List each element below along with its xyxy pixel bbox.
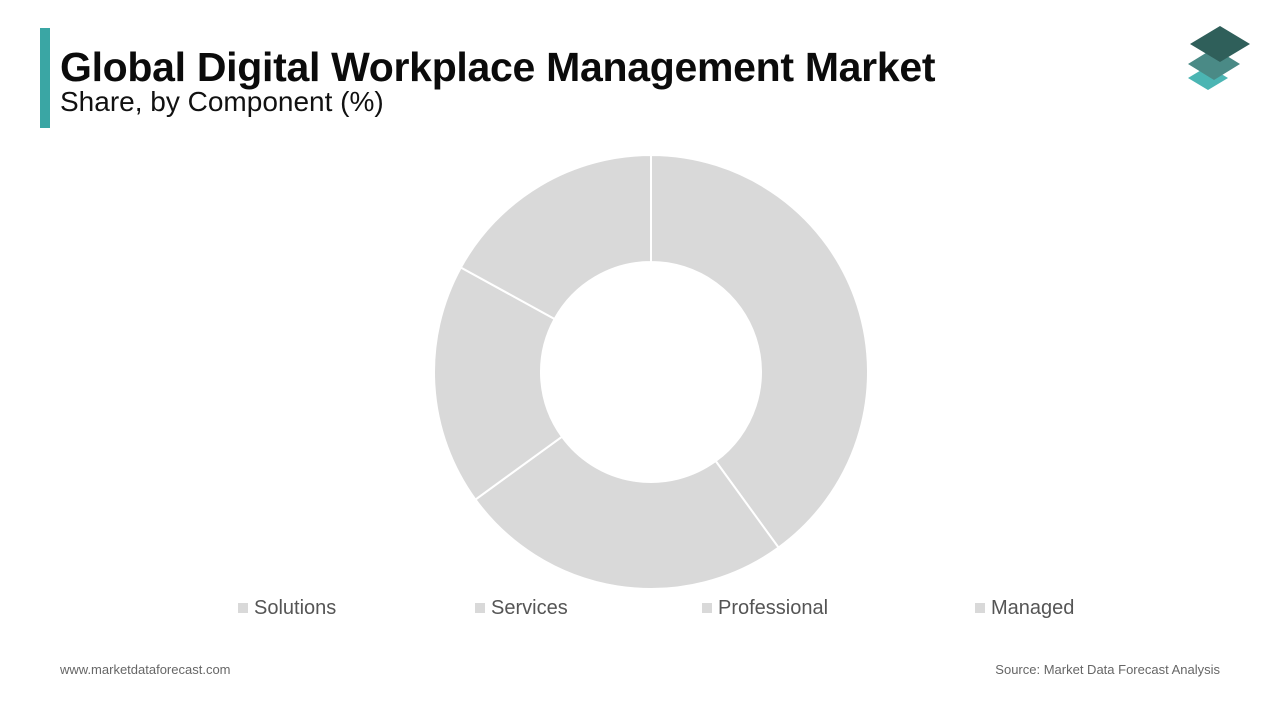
legend-item-solutions: Solutions xyxy=(238,594,336,622)
chart-title: Global Digital Workplace Management Mark… xyxy=(60,44,936,90)
footer-source: Source: Market Data Forecast Analysis xyxy=(995,662,1220,677)
legend-label: Managed xyxy=(991,596,1075,619)
legend-swatch xyxy=(975,603,985,613)
logo-layer-top xyxy=(1190,26,1250,62)
donut-slice-2 xyxy=(474,435,780,590)
legend-swatch xyxy=(238,603,248,613)
legend-item-professional: Professional xyxy=(702,594,828,622)
donut-slice-4 xyxy=(459,153,652,321)
legend-label: Professional xyxy=(718,596,829,619)
title-accent-bar xyxy=(40,28,50,128)
chart-subtitle: Share, by Component (%) xyxy=(60,86,384,117)
donut-slice-1 xyxy=(650,153,869,549)
donut-slice-3 xyxy=(433,266,564,501)
legend-swatch xyxy=(702,603,712,613)
chart-legend: Solutions Services Professional Managed xyxy=(0,594,1280,622)
legend-item-services: Services xyxy=(475,594,568,622)
stacked-layers-icon xyxy=(1188,26,1250,90)
legend-label: Solutions xyxy=(254,596,337,619)
legend-label: Services xyxy=(491,596,568,619)
footer-website: www.marketdataforecast.com xyxy=(60,662,231,677)
legend-item-managed: Managed xyxy=(975,594,1074,622)
legend-swatch xyxy=(475,603,485,613)
